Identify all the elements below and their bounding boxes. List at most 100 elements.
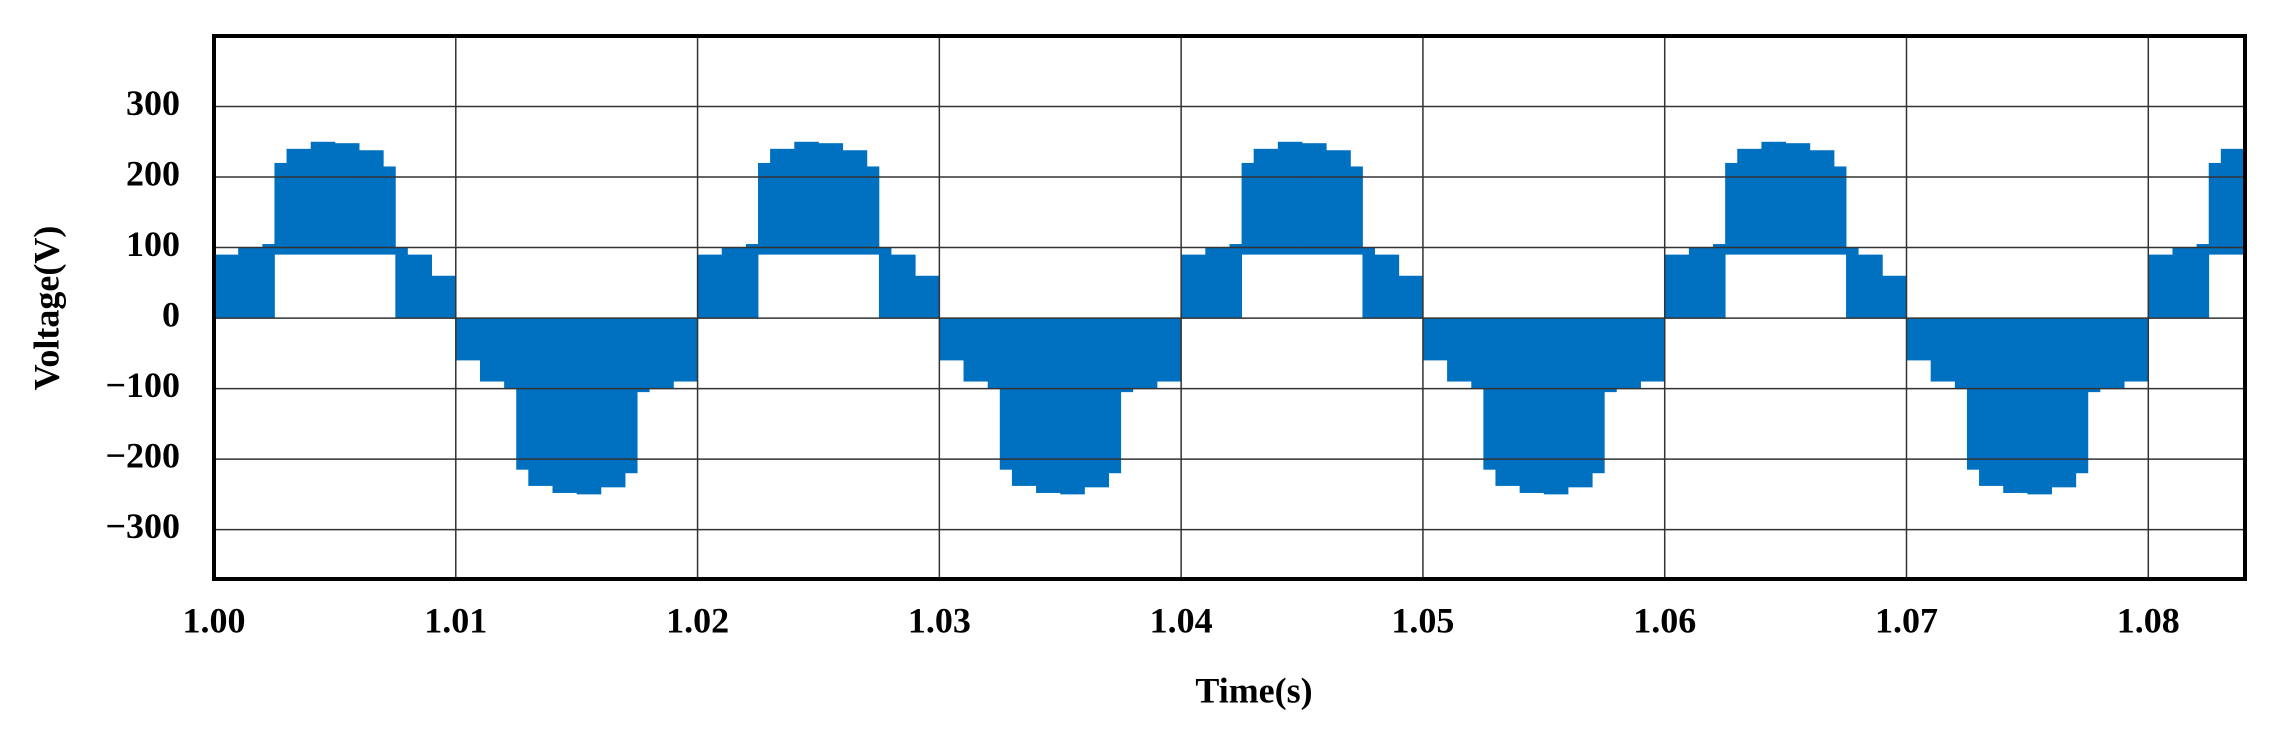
band-segment: [721, 247, 747, 319]
band-segment: [2196, 244, 2210, 319]
band-segment: [1108, 318, 1122, 474]
band-segment: [552, 318, 578, 493]
band-segment: [238, 247, 263, 319]
band-segment: [1483, 318, 1496, 470]
band-segment: [407, 254, 433, 319]
band-segment: [2172, 247, 2198, 319]
y-axis-title: Voltage(V): [26, 226, 66, 391]
y-tick-label: 200: [126, 153, 180, 193]
band-segment: [1205, 247, 1230, 319]
band-segment: [1785, 143, 1811, 255]
band-segment: [1640, 318, 1666, 382]
band-segment: [1616, 318, 1641, 389]
band-segment: [1253, 148, 1279, 255]
x-tick-label: 1.08: [2117, 600, 2180, 640]
band-segment: [2087, 318, 2101, 393]
band-segment: [891, 254, 916, 319]
band-segment: [479, 318, 505, 382]
band-segment: [1737, 148, 1762, 255]
band-segment: [1519, 318, 1545, 493]
y-tick-label: 300: [126, 83, 180, 123]
band-segment: [1979, 318, 2004, 486]
band-segment: [963, 318, 989, 382]
band-segment: [528, 318, 553, 486]
y-tick-label: −100: [105, 365, 180, 405]
band-segment: [310, 141, 336, 255]
y-tick-label: 100: [126, 224, 180, 264]
band-segment: [697, 254, 723, 319]
band-segment: [2148, 254, 2173, 319]
band-segment: [1688, 247, 1714, 319]
band-segment: [1398, 275, 1424, 319]
band-segment: [262, 244, 275, 319]
band-segment: [1495, 318, 1521, 486]
x-tick-label: 1.04: [1150, 600, 1213, 640]
band-segment: [1713, 244, 1726, 319]
band-segment: [1858, 254, 1883, 319]
band-segment: [1277, 141, 1303, 255]
y-tick-label: −200: [105, 435, 180, 475]
band-segment: [625, 318, 638, 474]
band-segment: [1906, 318, 1932, 361]
band-segment: [1761, 141, 1787, 255]
band-segment: [1229, 244, 1242, 319]
band-segment: [999, 318, 1013, 470]
band-segment: [866, 166, 880, 255]
band-segment: [1543, 318, 1569, 495]
band-segment: [1833, 166, 1847, 255]
band-segment: [2003, 318, 2028, 493]
band-segment: [214, 254, 239, 319]
y-tick-label: −300: [105, 506, 180, 546]
band-segment: [1447, 318, 1472, 382]
band-segment: [939, 318, 964, 361]
x-tick-label: 1.05: [1391, 600, 1454, 640]
band-segment: [1326, 150, 1351, 255]
band-segment: [745, 244, 759, 319]
band-segment: [1604, 318, 1617, 393]
band-segment: [818, 143, 844, 255]
band-segment: [1181, 254, 1206, 319]
band-segment: [1350, 166, 1363, 255]
band-segment: [516, 318, 529, 470]
band-segment: [1120, 318, 1134, 393]
band-segment: [334, 143, 360, 255]
band-segment: [649, 318, 674, 389]
band-segment: [842, 150, 868, 255]
band-segment: [770, 148, 795, 255]
band-segment: [1241, 162, 1255, 255]
band-segment: [915, 275, 940, 319]
band-segment: [794, 141, 819, 255]
band-segment: [2220, 148, 2246, 255]
band-segment: [1966, 318, 1980, 470]
band-segment: [1156, 318, 1182, 382]
band-segment: [2051, 318, 2077, 488]
band-segment: [395, 247, 408, 319]
x-tick-label: 1.01: [424, 600, 487, 640]
band-segment: [2208, 162, 2222, 255]
band-segment: [431, 275, 457, 319]
band-segment: [1036, 318, 1061, 493]
band-segment: [1592, 318, 1605, 474]
x-tick-label: 1.07: [1875, 600, 1938, 640]
band-segment: [878, 247, 892, 319]
band-segment: [2075, 318, 2089, 474]
x-tick-label: 1.00: [183, 600, 246, 640]
band-segment: [1882, 275, 1907, 319]
band-segment: [2124, 318, 2149, 382]
band-segment: [504, 318, 517, 389]
band-segment: [1011, 318, 1037, 486]
band-segment: [1084, 318, 1110, 488]
band-segment: [2027, 318, 2052, 495]
band-segment: [600, 318, 626, 488]
band-segment: [359, 150, 384, 255]
band-segment: [673, 318, 698, 382]
band-segment: [1954, 318, 1968, 389]
y-tick-label: 0: [162, 294, 180, 334]
band-segment: [1664, 254, 1690, 319]
x-tick-label: 1.02: [666, 600, 729, 640]
x-tick-label: 1.06: [1633, 600, 1696, 640]
band-segment: [1846, 247, 1859, 319]
x-axis-title: Time(s): [1195, 670, 1312, 710]
